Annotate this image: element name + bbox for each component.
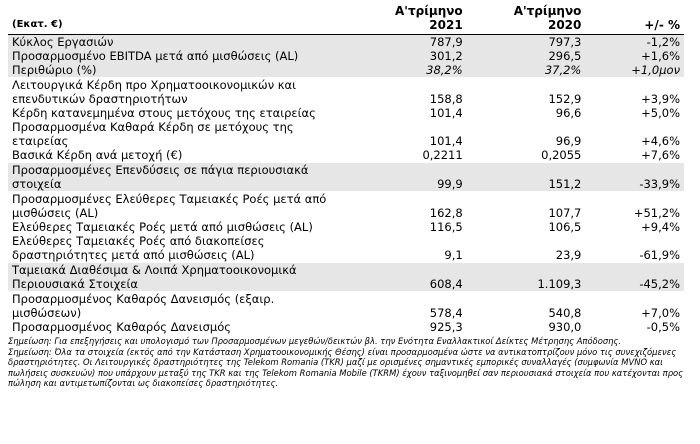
table-row: Βασικά Κέρδη ανά μετοχή (€) 0,2211 0,2055 +… (8, 148, 684, 163)
table-row: Προσαρμοσμένες Ελεύθερες Ταμειακές Ροές … (8, 191, 684, 220)
column-header-line: Α'τρίμηνο (513, 4, 582, 18)
row-label: Προσαρμοσμένες Επενδύσεις σε πάγια περιο… (8, 162, 348, 192)
cell-value: 99,9 (348, 162, 467, 192)
cell-value: +4,6% (641, 134, 680, 148)
cell-value: 106,5 (548, 220, 582, 234)
table-row: Προσαρμοσμένος Καθαρός Δανεισμός (εξαιρ.… (8, 291, 684, 320)
unit-label: (Εκατ. €) (8, 4, 348, 35)
cell-value: +51,2% (585, 191, 684, 220)
cell-value: +3,9% (585, 77, 684, 106)
row-label: Προσαρμοσμένο EBITDA μετά από μισθώσεις … (8, 49, 348, 63)
row-label: Κέρδη κατανεμημένα στους μετόχους της ετ… (12, 106, 316, 120)
column-header: Α'τρίμηνο 2020 (466, 4, 586, 35)
column-header: Α'τρίμηνο 2021 (348, 4, 467, 35)
cell-value: 116,5 (429, 220, 463, 234)
row-label: Προσαρμοσμένες Ελεύθερες Ταμειακές Ροές … (8, 191, 348, 220)
table-row: Ελεύθερες Ταμειακές Ροές από διακοπείσες… (8, 234, 684, 263)
column-header-line: 2020 (547, 18, 582, 32)
cell-value: 158,8 (348, 77, 467, 106)
cell-value: -61,9% (639, 248, 680, 262)
cell-value: +5,0% (641, 106, 680, 120)
column-header: +/- % (585, 4, 684, 35)
cell-value: 37,2% (466, 63, 586, 78)
table-row: Ταμειακά Διαθέσιμα & Λοιπά Χρηματοοικονο… (8, 262, 684, 292)
cell-value: 578,4 (348, 291, 467, 320)
cell-value: 0,2055 (541, 148, 582, 162)
cell-value: +1,0μον (585, 63, 684, 78)
table-row: Κέρδη κατανεμημένα στους μετόχους της ετ… (8, 106, 684, 120)
cell-value: 296,5 (466, 49, 586, 63)
data-table: (Εκατ. €) Α'τρίμηνο 2021 Α'τρίμηνο 2020 +/- … (8, 4, 684, 334)
row-label: Ελεύθερες Ταμειακές Ροές από διακοπείσες… (12, 234, 265, 262)
page: (Εκατ. €) Α'τρίμηνο 2021 Α'τρίμηνο 2020 +/- … (8, 4, 684, 389)
row-label: Ταμειακά Διαθέσιμα & Λοιπά Χρηματοοικονο… (8, 262, 348, 292)
cell-value: -45,2% (585, 262, 684, 292)
cell-value: 797,3 (466, 34, 586, 49)
cell-value: 0,2211 (422, 148, 463, 162)
cell-value: 301,2 (348, 49, 467, 63)
table-row: Λειτουργικά Κέρδη προ Χρηματοοικονομικών… (8, 77, 684, 106)
row-label: Προσαρμοσμένος Καθαρός Δανεισμός (12, 320, 232, 334)
cell-value: 38,2% (348, 63, 467, 78)
cell-value: 23,9 (555, 248, 582, 262)
cell-value: 925,3 (429, 320, 463, 334)
cell-value: 608,4 (348, 262, 467, 292)
column-header-line: Α'τρίμηνο (395, 4, 463, 18)
table-row: Προσαρμοσμένο EBITDA μετά από μισθώσεις … (8, 49, 684, 63)
cell-value: 152,9 (466, 77, 586, 106)
column-header-line: 2021 (429, 18, 463, 32)
cell-value: +1,6% (585, 49, 684, 63)
note: Σημείωση: Όλα τα στοιχεία (εκτός από την… (8, 346, 684, 389)
row-label: Λειτουργικά Κέρδη προ Χρηματοοικονομικών… (8, 77, 348, 106)
row-label: Προσαρμοσμένα Καθαρά Κέρδη σε μετόχους τ… (12, 120, 294, 148)
cell-value: +9,4% (641, 220, 680, 234)
cell-value: -33,9% (585, 162, 684, 192)
cell-value: +7,0% (585, 291, 684, 320)
notes: Σημείωση: Για επεξηγήσεις και υπολογισμό… (8, 336, 684, 389)
column-header-line: +/- % (644, 18, 680, 32)
row-label: Προσαρμοσμένος Καθαρός Δανεισμός (εξαιρ.… (8, 291, 348, 320)
cell-value: +7,6% (641, 148, 680, 162)
cell-value: 540,8 (466, 291, 586, 320)
table-row: Προσαρμοσμένα Καθαρά Κέρδη σε μετόχους τ… (8, 120, 684, 148)
row-label: Ελεύθερες Ταμειακές Ροές μετά από μισθώσ… (12, 220, 313, 234)
note: Σημείωση: Για επεξηγήσεις και υπολογισμό… (8, 336, 622, 346)
cell-value: 151,2 (466, 162, 586, 192)
cell-value: 162,8 (348, 191, 467, 220)
table-row: Προσαρμοσμένες Επενδύσεις σε πάγια περιο… (8, 162, 684, 192)
cell-value: -1,2% (585, 34, 684, 49)
row-label: Βασικά Κέρδη ανά μετοχή (€) (12, 148, 183, 162)
row-label: Περιθώριο (%) (8, 63, 348, 78)
cell-value: 9,1 (444, 248, 463, 262)
cell-value: 930,0 (548, 320, 582, 334)
table-row: Περιθώριο (%) 38,2% 37,2% +1,0μον (8, 63, 684, 78)
table-row: Ελεύθερες Ταμειακές Ροές μετά από μισθώσ… (8, 220, 684, 234)
cell-value: -0,5% (646, 320, 680, 334)
cell-value: 101,4 (429, 134, 463, 148)
row-label: Κύκλος Εργασιών (8, 34, 348, 49)
table-row: Προσαρμοσμένος Καθαρός Δανεισμός 925,3 930… (8, 320, 684, 334)
cell-value: 96,9 (555, 134, 582, 148)
cell-value: 1.109,3 (466, 262, 586, 292)
cell-value: 787,9 (348, 34, 467, 49)
table-row: Κύκλος Εργασιών 787,9 797,3 -1,2% (8, 34, 684, 49)
cell-value: 101,4 (429, 106, 463, 120)
header-row: (Εκατ. €) Α'τρίμηνο 2021 Α'τρίμηνο 2020 +/- … (8, 4, 684, 35)
cell-value: 107,7 (466, 191, 586, 220)
cell-value: 96,6 (555, 106, 582, 120)
